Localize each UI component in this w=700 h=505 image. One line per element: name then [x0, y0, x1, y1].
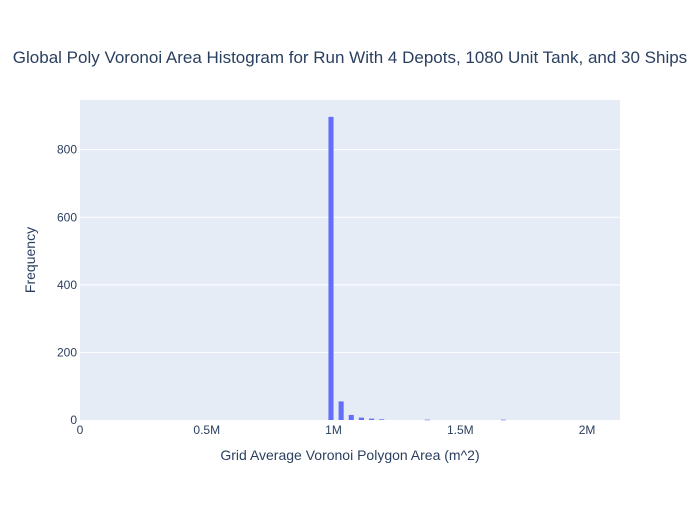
x-tick-label: 0.5M: [193, 423, 220, 437]
histogram-bar[interactable]: [369, 418, 375, 420]
histogram-bar[interactable]: [424, 419, 430, 421]
y-axis-label: Frequency: [22, 227, 38, 293]
y-tick-label: 600: [57, 210, 77, 224]
histogram-bar[interactable]: [500, 419, 506, 421]
y-tick-label: 800: [57, 143, 77, 157]
y-tick-label: 0: [70, 413, 77, 427]
gridlines: [80, 149, 620, 353]
y-axis-ticks: 0 200 400 600 800: [57, 143, 77, 427]
histogram-bars: [328, 116, 506, 421]
histogram-bar[interactable]: [348, 414, 354, 420]
histogram-bar[interactable]: [379, 419, 385, 420]
x-axis-label: Grid Average Voronoi Polygon Area (m^2): [220, 447, 479, 463]
histogram-bar[interactable]: [328, 116, 334, 421]
y-tick-label: 400: [57, 278, 77, 292]
x-axis-ticks: 0 0.5M 1M 1.5M 2M: [77, 423, 596, 437]
chart-title: Global Poly Voronoi Area Histogram for R…: [13, 48, 687, 67]
y-tick-label: 200: [57, 345, 77, 359]
histogram-bar[interactable]: [338, 401, 344, 420]
histogram-bar[interactable]: [358, 417, 364, 420]
x-tick-label: 2M: [579, 423, 596, 437]
x-tick-label: 1M: [325, 423, 342, 437]
x-tick-label: 0: [77, 423, 84, 437]
x-tick-label: 1.5M: [447, 423, 474, 437]
plot-area: [80, 100, 620, 420]
